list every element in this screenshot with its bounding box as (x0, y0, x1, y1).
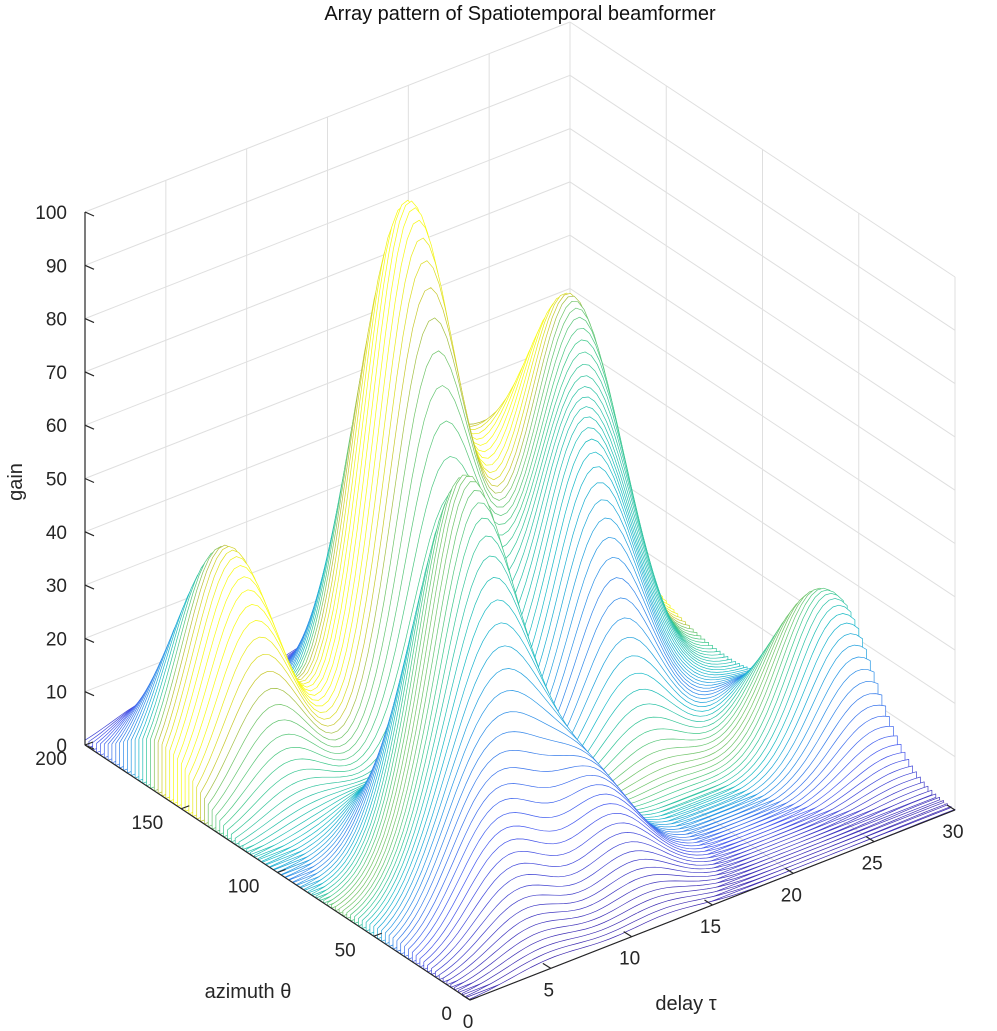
axis-layer: 0510152025300501001502000102030405060708… (35, 203, 963, 1031)
surface-mesh (84, 199, 956, 1001)
y-tick-label: 50 (335, 940, 356, 961)
y-tick-label: 0 (441, 1004, 452, 1025)
y-tick-label: 200 (35, 749, 67, 770)
x-tick-label: 20 (781, 885, 802, 906)
z-tick-mark (84, 584, 95, 590)
y-tick-label: 150 (132, 813, 164, 834)
z-tick-label: 20 (46, 629, 67, 650)
x-tick-mark (865, 836, 875, 843)
y-tick-mark (469, 996, 479, 1001)
z-tick-mark (84, 477, 95, 484)
y-tick-mark (277, 868, 286, 874)
x-tick-mark (946, 804, 956, 811)
x-tick-label: 10 (619, 949, 640, 970)
x-tick-label: 30 (942, 822, 963, 843)
z-tick-mark (84, 264, 95, 270)
z-tick-label: 60 (46, 416, 67, 437)
y-tick-mark (181, 805, 190, 810)
z-tick-mark (84, 637, 95, 643)
z-tick-mark (84, 531, 95, 537)
x-tick-mark (785, 867, 794, 874)
y-axis-label: azimuth θ (205, 981, 292, 1003)
z-tick-label: 90 (46, 256, 67, 277)
x-tick-label: 0 (463, 1012, 474, 1031)
y-tick-mark (373, 932, 382, 937)
z-tick-label: 100 (35, 203, 67, 224)
z-tick-mark (84, 424, 95, 430)
x-axis-label: delay τ (655, 993, 716, 1015)
y-tick-mark (84, 741, 94, 746)
x-tick-mark (704, 899, 713, 906)
y-tick-label: 100 (228, 877, 260, 898)
z-tick-label: 10 (46, 683, 67, 704)
z-tick-label: 0 (56, 736, 67, 757)
x-tick-mark (542, 962, 552, 969)
x-tick-label: 5 (544, 980, 555, 1001)
x-tick-label: 15 (700, 917, 721, 938)
z-tick-mark (84, 691, 95, 697)
z-tick-mark (84, 318, 95, 324)
x-tick-mark (461, 994, 471, 1001)
chart-title: Array pattern of Spatiotemporal beamform… (324, 3, 716, 25)
x-tick-mark (623, 931, 632, 938)
z-tick-mark (84, 371, 95, 377)
z-tick-mark (84, 211, 95, 217)
z-tick-label: 70 (46, 363, 67, 384)
z-tick-mark (84, 744, 95, 750)
z-tick-label: 40 (46, 523, 67, 544)
x-tick-label: 25 (862, 854, 883, 875)
z-tick-label: 30 (46, 576, 67, 597)
z-axis-label: gain (5, 463, 27, 501)
z-tick-label: 50 (46, 470, 67, 491)
z-tick-label: 80 (46, 310, 67, 331)
